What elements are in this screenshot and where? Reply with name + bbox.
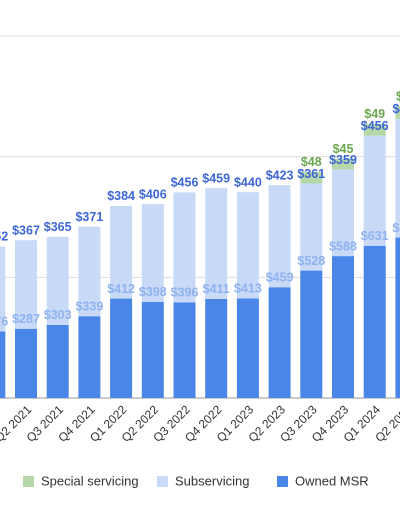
value-label: $45 xyxy=(333,142,354,156)
bar-segment xyxy=(15,240,37,329)
value-label: $287 xyxy=(12,312,40,326)
bar-segment xyxy=(395,106,400,119)
legend-swatch xyxy=(157,476,168,487)
bar-segment xyxy=(300,270,323,398)
bar-segment xyxy=(0,246,6,332)
bar-segment xyxy=(236,192,259,299)
bar-segment xyxy=(78,226,101,317)
bar-segment xyxy=(332,158,354,170)
value-label: $49 xyxy=(364,107,385,121)
bar-segment xyxy=(141,203,164,302)
value-label: $371 xyxy=(75,210,103,224)
value-label: $339 xyxy=(75,299,103,313)
value-label: $456 xyxy=(361,119,389,133)
bar-segment xyxy=(78,316,101,398)
bar-segment xyxy=(363,123,386,136)
value-label: $456 xyxy=(171,176,199,190)
bar-segment xyxy=(141,301,164,398)
value-label: $413 xyxy=(234,282,262,296)
bar-segment xyxy=(268,287,291,398)
value-label: $412 xyxy=(107,282,135,296)
value-label: $396 xyxy=(171,286,199,300)
bar-segment xyxy=(110,298,133,398)
value-label: $52 xyxy=(396,90,400,104)
bar-segment xyxy=(332,256,354,398)
bar-segment xyxy=(110,205,133,299)
legend-label: Owned MSR xyxy=(295,473,369,488)
value-label: $303 xyxy=(44,308,72,322)
bar-segment xyxy=(300,183,323,271)
value-label: $528 xyxy=(297,254,325,268)
value-label: $398 xyxy=(139,285,167,299)
value-label: $588 xyxy=(329,239,357,253)
value-label: $440 xyxy=(234,175,262,189)
bar-segment xyxy=(205,188,228,299)
value-label: $406 xyxy=(139,187,167,201)
bar-segment xyxy=(15,328,37,398)
bar-segment xyxy=(173,192,196,303)
value-label: $665 xyxy=(392,221,400,235)
bar-segment xyxy=(268,185,291,288)
value-label: $365 xyxy=(44,220,72,234)
value-label: $352 xyxy=(0,230,8,244)
bar-segment xyxy=(363,135,386,246)
bar-segment xyxy=(236,298,259,398)
legend-swatch xyxy=(277,476,288,487)
bar-segment xyxy=(46,236,69,325)
value-label: $631 xyxy=(361,229,389,243)
bar-segment xyxy=(363,245,386,398)
value-label: $411 xyxy=(203,282,230,296)
legend-swatch xyxy=(23,476,34,487)
value-label: $459 xyxy=(202,171,230,185)
bar-segment xyxy=(46,324,69,398)
value-label: $48 xyxy=(301,155,322,169)
value-label: $384 xyxy=(107,189,135,203)
value-label: $423 xyxy=(266,168,294,182)
value-label: $459 xyxy=(266,271,294,285)
value-label: $359 xyxy=(329,153,357,167)
bar-segment xyxy=(395,118,400,238)
bar-segment xyxy=(173,302,196,398)
value-label: $492 xyxy=(392,102,400,116)
bar-segment xyxy=(205,298,228,398)
bar-segment xyxy=(0,331,6,398)
legend-label: Special servicing xyxy=(41,473,139,488)
bar-segment xyxy=(395,237,400,398)
value-label: $367 xyxy=(12,223,40,237)
value-label: $276 xyxy=(0,315,8,329)
bar-segment xyxy=(300,171,323,184)
bar-segment xyxy=(332,169,354,257)
value-label: $361 xyxy=(297,167,325,181)
legend-label: Subservicing xyxy=(175,473,249,488)
